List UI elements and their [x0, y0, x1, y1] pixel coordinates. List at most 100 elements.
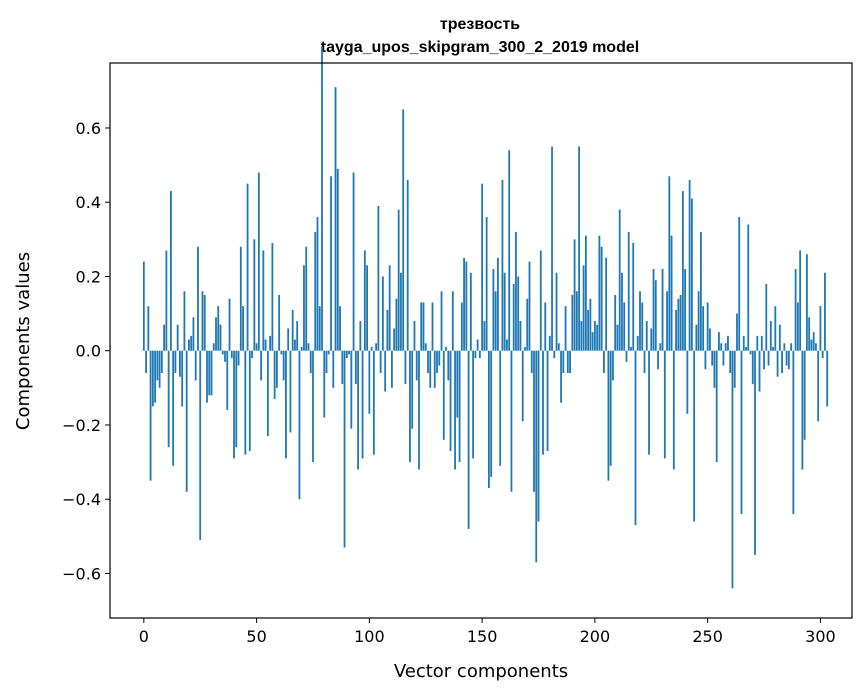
bar [298, 350, 301, 500]
bar [472, 350, 474, 459]
bar [557, 343, 560, 351]
bar [339, 306, 341, 351]
bar [679, 295, 682, 351]
bar [147, 306, 150, 351]
bar [481, 183, 484, 351]
bar [754, 350, 756, 555]
bar [519, 321, 522, 351]
bar [188, 339, 190, 351]
bar [641, 302, 644, 351]
bar [246, 183, 249, 351]
bar [657, 350, 659, 370]
bar [181, 350, 184, 407]
bar [226, 350, 229, 411]
bar [393, 328, 396, 351]
bar [345, 350, 348, 359]
y-tick-label: 0.2 [76, 267, 101, 286]
bar [420, 302, 423, 351]
x-axis: 0 50 100 150 200 250 300 [139, 618, 836, 646]
bar [325, 350, 328, 373]
bar [668, 176, 671, 351]
bar [670, 235, 673, 351]
bar [695, 324, 698, 351]
bar [693, 350, 696, 522]
bar [578, 146, 580, 351]
bar [379, 350, 382, 373]
bar [212, 343, 215, 351]
bar [327, 350, 330, 355]
bar [512, 283, 515, 351]
bar [821, 350, 824, 359]
bar [391, 350, 393, 388]
bar [729, 350, 732, 373]
bar [760, 335, 763, 351]
bar [149, 350, 152, 481]
bar [201, 291, 204, 351]
bar [478, 350, 481, 359]
bar [492, 269, 495, 351]
bar [623, 302, 626, 351]
bar [584, 235, 587, 351]
bar [769, 321, 772, 351]
x-tick-label: 150 [467, 627, 498, 646]
bar [580, 321, 583, 351]
bar [571, 295, 574, 351]
bar [756, 335, 759, 351]
bar [321, 46, 323, 351]
bar [206, 350, 208, 403]
plot-frame [109, 62, 853, 619]
bar [278, 295, 281, 351]
bar [645, 321, 648, 351]
bar [747, 224, 750, 351]
bar [350, 350, 353, 429]
bar [772, 347, 774, 351]
bar [217, 306, 220, 351]
bar [524, 347, 526, 351]
bar [589, 298, 592, 351]
bar [156, 350, 159, 381]
y-tick-label: 0.6 [76, 119, 101, 138]
bar [431, 302, 434, 351]
chart-title: трезвость [440, 16, 520, 33]
bar [458, 350, 461, 463]
bar [510, 350, 513, 492]
bar [384, 350, 387, 392]
bar [235, 350, 238, 448]
bar [219, 324, 222, 351]
x-tick-label: 100 [354, 627, 385, 646]
bar [318, 306, 321, 351]
bar [607, 350, 610, 481]
bar [154, 350, 156, 403]
bar [758, 350, 761, 392]
bar [533, 350, 535, 492]
bar [400, 272, 402, 351]
bar [174, 350, 177, 373]
bar [467, 350, 470, 529]
bar [672, 350, 675, 470]
bar [377, 205, 380, 351]
bar [372, 350, 375, 455]
bar [499, 350, 502, 466]
bar [733, 350, 736, 388]
bar [616, 324, 619, 351]
bar [463, 257, 465, 351]
bar [386, 309, 389, 351]
bar [787, 350, 790, 370]
y-tick-label: −0.6 [62, 564, 101, 583]
bar [569, 350, 571, 373]
bar [650, 328, 653, 351]
bar [663, 350, 666, 459]
bar [442, 350, 445, 440]
bar [368, 350, 371, 414]
bar [334, 87, 337, 351]
bar [632, 243, 635, 351]
bar [215, 317, 217, 351]
bar [494, 291, 497, 351]
bar [269, 335, 272, 351]
bar [404, 350, 407, 385]
bar [440, 291, 443, 351]
bar [612, 350, 614, 381]
x-tick-label: 300 [805, 627, 836, 646]
bar [352, 172, 355, 351]
bar [294, 339, 296, 351]
